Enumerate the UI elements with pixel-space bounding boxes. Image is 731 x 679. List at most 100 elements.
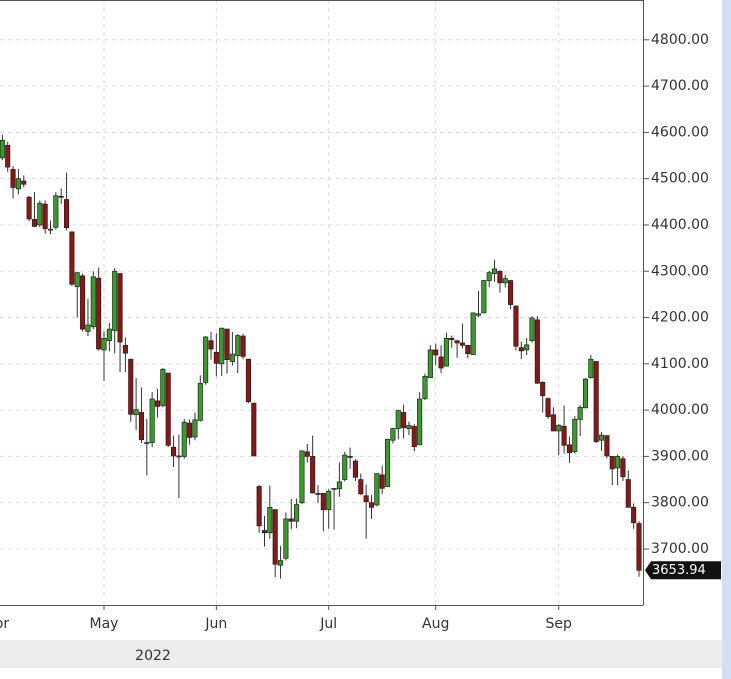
candle-body xyxy=(74,272,80,287)
candle-body xyxy=(540,381,546,397)
candle-body xyxy=(197,382,203,421)
candle-body xyxy=(219,327,225,365)
candle-body xyxy=(144,442,150,444)
candle-body xyxy=(63,199,70,229)
candle-body xyxy=(37,202,43,226)
candle-body xyxy=(556,425,562,432)
candle-body xyxy=(631,506,637,523)
candle-body xyxy=(427,349,433,379)
candle-body xyxy=(112,270,118,331)
candle-body xyxy=(625,479,631,508)
candle-body xyxy=(165,372,171,446)
candle-body xyxy=(342,454,348,480)
candle-body xyxy=(449,338,455,341)
candle-body xyxy=(5,144,11,168)
candle-body xyxy=(572,419,578,453)
candle-body xyxy=(80,275,86,330)
candle-body xyxy=(288,518,294,522)
candle-body xyxy=(101,338,107,351)
y-tick-label: 4800.00 xyxy=(651,32,709,48)
candle-body xyxy=(486,272,492,281)
candle-body xyxy=(331,488,337,490)
last-price-label: 3653.94 xyxy=(652,563,706,578)
candle-body xyxy=(529,317,535,342)
candle-body xyxy=(192,419,198,438)
candle-body xyxy=(406,425,412,429)
candle-body xyxy=(299,450,305,504)
candle-body xyxy=(513,305,519,347)
candle-body xyxy=(294,504,300,522)
y-tick-label: 4300.00 xyxy=(651,263,709,279)
candle-body xyxy=(326,490,332,510)
candle-body xyxy=(395,410,401,429)
candle-body xyxy=(422,375,428,399)
candle-body xyxy=(352,460,359,478)
candle-body xyxy=(69,231,75,285)
candle-body xyxy=(481,280,487,314)
y-tick-label: 4700.00 xyxy=(651,78,709,94)
candle-body xyxy=(385,438,391,487)
candle-body xyxy=(417,398,423,446)
candle-body xyxy=(604,435,610,457)
candle-body xyxy=(320,493,326,510)
candle-body xyxy=(90,276,96,328)
y-tick-label: 3900.00 xyxy=(651,448,709,464)
candle-body xyxy=(149,398,155,443)
candle-body xyxy=(203,336,209,383)
candle-body xyxy=(47,228,54,231)
candle-body xyxy=(588,358,594,379)
candle-body xyxy=(358,479,364,495)
candle-body xyxy=(433,349,439,356)
candle-body xyxy=(251,402,257,457)
candle-body xyxy=(379,474,385,489)
x-tick-label: Aug xyxy=(422,616,449,632)
candle-body xyxy=(315,493,321,495)
candle-body xyxy=(524,344,530,351)
candle-body xyxy=(465,344,471,354)
candle-body xyxy=(240,335,246,357)
candle-body xyxy=(21,180,27,185)
candle-body xyxy=(497,270,503,284)
candle-body xyxy=(518,347,524,352)
candle-body xyxy=(133,409,139,416)
last-price-box xyxy=(645,561,721,580)
candle-body xyxy=(58,195,64,198)
y-tick-label: 4500.00 xyxy=(651,171,709,187)
candle-body xyxy=(235,335,241,356)
candle-body xyxy=(213,351,219,364)
candle-body xyxy=(443,338,449,367)
candle-body xyxy=(256,486,262,527)
candle-body xyxy=(411,425,417,448)
year-label: 2022 xyxy=(135,648,171,664)
x-tick-label: Sep xyxy=(546,616,573,632)
candle-body xyxy=(171,446,177,457)
candle-body xyxy=(620,458,626,478)
candle-body xyxy=(470,312,476,355)
candle-body xyxy=(224,328,230,361)
candle-body xyxy=(550,414,556,432)
y-tick-label: 4100.00 xyxy=(651,356,709,372)
x-tick-label: Jun xyxy=(204,616,227,632)
candle-body xyxy=(454,340,460,344)
candle-body xyxy=(593,361,599,442)
candle-body xyxy=(15,178,21,190)
candle-body xyxy=(229,353,235,362)
candle-body xyxy=(176,455,182,458)
candle-body xyxy=(374,473,380,506)
candle-body xyxy=(390,428,396,441)
candle-body xyxy=(304,451,310,457)
candle-body xyxy=(492,268,498,274)
candle-body xyxy=(187,422,193,438)
candle-body xyxy=(545,398,551,417)
y-tick-label: 4000.00 xyxy=(651,402,709,418)
candle-body xyxy=(582,378,589,409)
candle-body xyxy=(508,280,514,305)
candle-body xyxy=(368,502,375,508)
candle-body xyxy=(53,195,59,228)
candle-body xyxy=(106,328,112,342)
candle-body xyxy=(566,444,573,454)
candle-body xyxy=(278,560,284,566)
candle-body xyxy=(310,456,316,494)
candle-body xyxy=(577,406,583,420)
candle-body xyxy=(561,425,567,446)
